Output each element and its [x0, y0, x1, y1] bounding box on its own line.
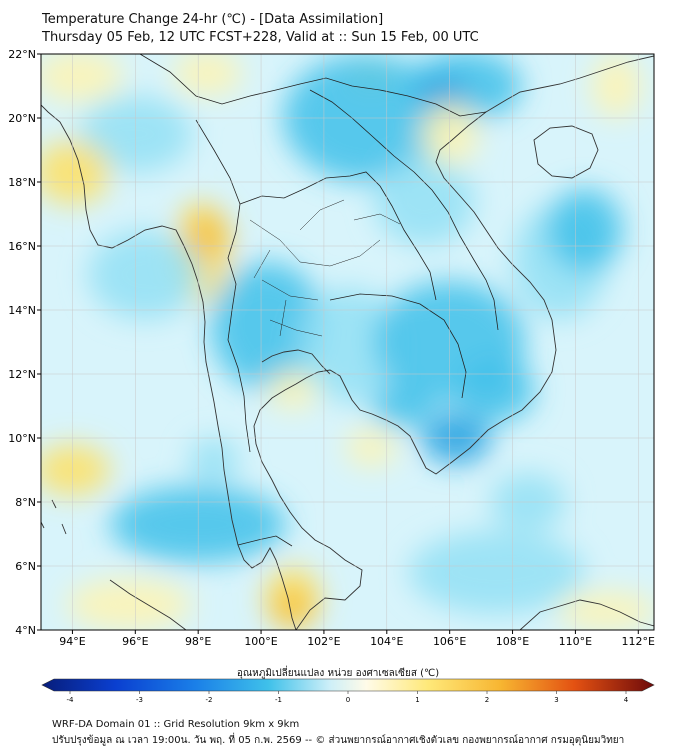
latitude-label: 22°N [8, 48, 36, 61]
anomaly-area [345, 428, 397, 467]
colorbar-tick-label: 3 [554, 696, 558, 704]
anomaly-area [173, 54, 243, 96]
sumatra-coast [109, 579, 187, 630]
anomaly-area [547, 188, 623, 272]
longitude-label: 94°E [59, 635, 85, 648]
anomaly-area [210, 262, 324, 390]
colorbar-title: อุณหภูมิเปลี่ยนแปลง หน่วย องศาเซลเซียส (… [236, 668, 440, 679]
longitude-label: 96°E [122, 635, 148, 648]
andaman-islands [41, 499, 67, 535]
anomaly-area [270, 588, 315, 627]
country-borders [139, 54, 499, 547]
colorbar-tick-label: -4 [67, 696, 75, 704]
china-border [139, 54, 487, 117]
latitude-label: 6°N [15, 560, 36, 573]
latitude-label: 16°N [8, 240, 36, 253]
hainan-island [533, 125, 599, 179]
colorbar-tick-label: 0 [346, 696, 350, 704]
latitude-label: 4°N [15, 624, 36, 637]
anomaly-area [88, 229, 202, 320]
anomaly-area [371, 383, 434, 429]
longitude-label: 112°E [622, 635, 655, 648]
anomaly-area [267, 370, 318, 410]
anomaly-area [41, 140, 111, 205]
credit-line: ปรับปรุงข้อมูล ณ เวลา 19:00น. วัน พฤ. ที… [52, 735, 625, 746]
coastlines [41, 55, 654, 630]
myanmar-thailand-border [195, 119, 251, 453]
longitude-label: 104°E [370, 635, 403, 648]
cambodia-border [329, 293, 467, 399]
latitude-label: 8°N [15, 496, 36, 509]
colorbar-tick-label: -2 [206, 696, 213, 704]
map-title: Temperature Change 24-hr (℃) - [Data Ass… [42, 12, 384, 27]
model-info: WRF-DA Domain 01 :: Grid Resolution 9km … [52, 719, 300, 730]
map-subtitle: Thursday 05 Feb, 12 UTC FCST+228, Valid … [42, 30, 479, 45]
malaysia-border [237, 535, 293, 547]
colorbar-tick-label: -1 [275, 696, 282, 704]
latitude-label: 18°N [8, 176, 36, 189]
latitude-labels: 22°N 20°N 18°N 16°N 14°N 12°N 10°N 8°N 6°N 4°N [8, 48, 41, 637]
anomaly-area [188, 438, 240, 483]
anomaly-area [408, 530, 585, 615]
map-frame [40, 53, 655, 631]
colorbar-tick-label: 4 [624, 696, 629, 704]
borneo-coast [519, 599, 654, 630]
colorbar-tick-label: 2 [485, 696, 489, 704]
anomaly-area [591, 54, 642, 118]
latitude-label: 20°N [8, 112, 36, 125]
thai-provinces [249, 199, 401, 337]
thailand-laos-border [239, 171, 437, 301]
longitude-label: 102°E [307, 635, 340, 648]
longitude-label: 110°E [559, 635, 592, 648]
mainland-coastline [41, 55, 654, 630]
gulf-inner-coastline [261, 349, 331, 375]
anomaly-area [66, 578, 192, 630]
anomaly-area [41, 54, 123, 102]
longitude-label: 106°E [433, 635, 466, 648]
anomaly-area [185, 210, 230, 262]
temperature-field [41, 54, 654, 630]
latitude-label: 14°N [8, 304, 36, 317]
colorbar-tick-label: 1 [415, 696, 419, 704]
colorbar-ticks: -4 -3 -2 -1 0 1 2 3 4 [67, 691, 629, 704]
anomaly-area [459, 358, 535, 422]
anomaly-area [556, 591, 654, 630]
colorbar-tick-label: -3 [136, 696, 143, 704]
colorbar [41, 678, 655, 692]
longitude-label: 98°E [185, 635, 211, 648]
anomaly-area [41, 444, 111, 496]
latitude-label: 10°N [8, 432, 36, 445]
longitude-label: 108°E [496, 635, 529, 648]
longitude-label: 100°E [244, 635, 277, 648]
longitude-labels: 94°E 96°E 98°E 100°E 102°E 104°E 106°E 108°E 110… [59, 630, 655, 648]
latitude-label: 12°N [8, 368, 36, 381]
